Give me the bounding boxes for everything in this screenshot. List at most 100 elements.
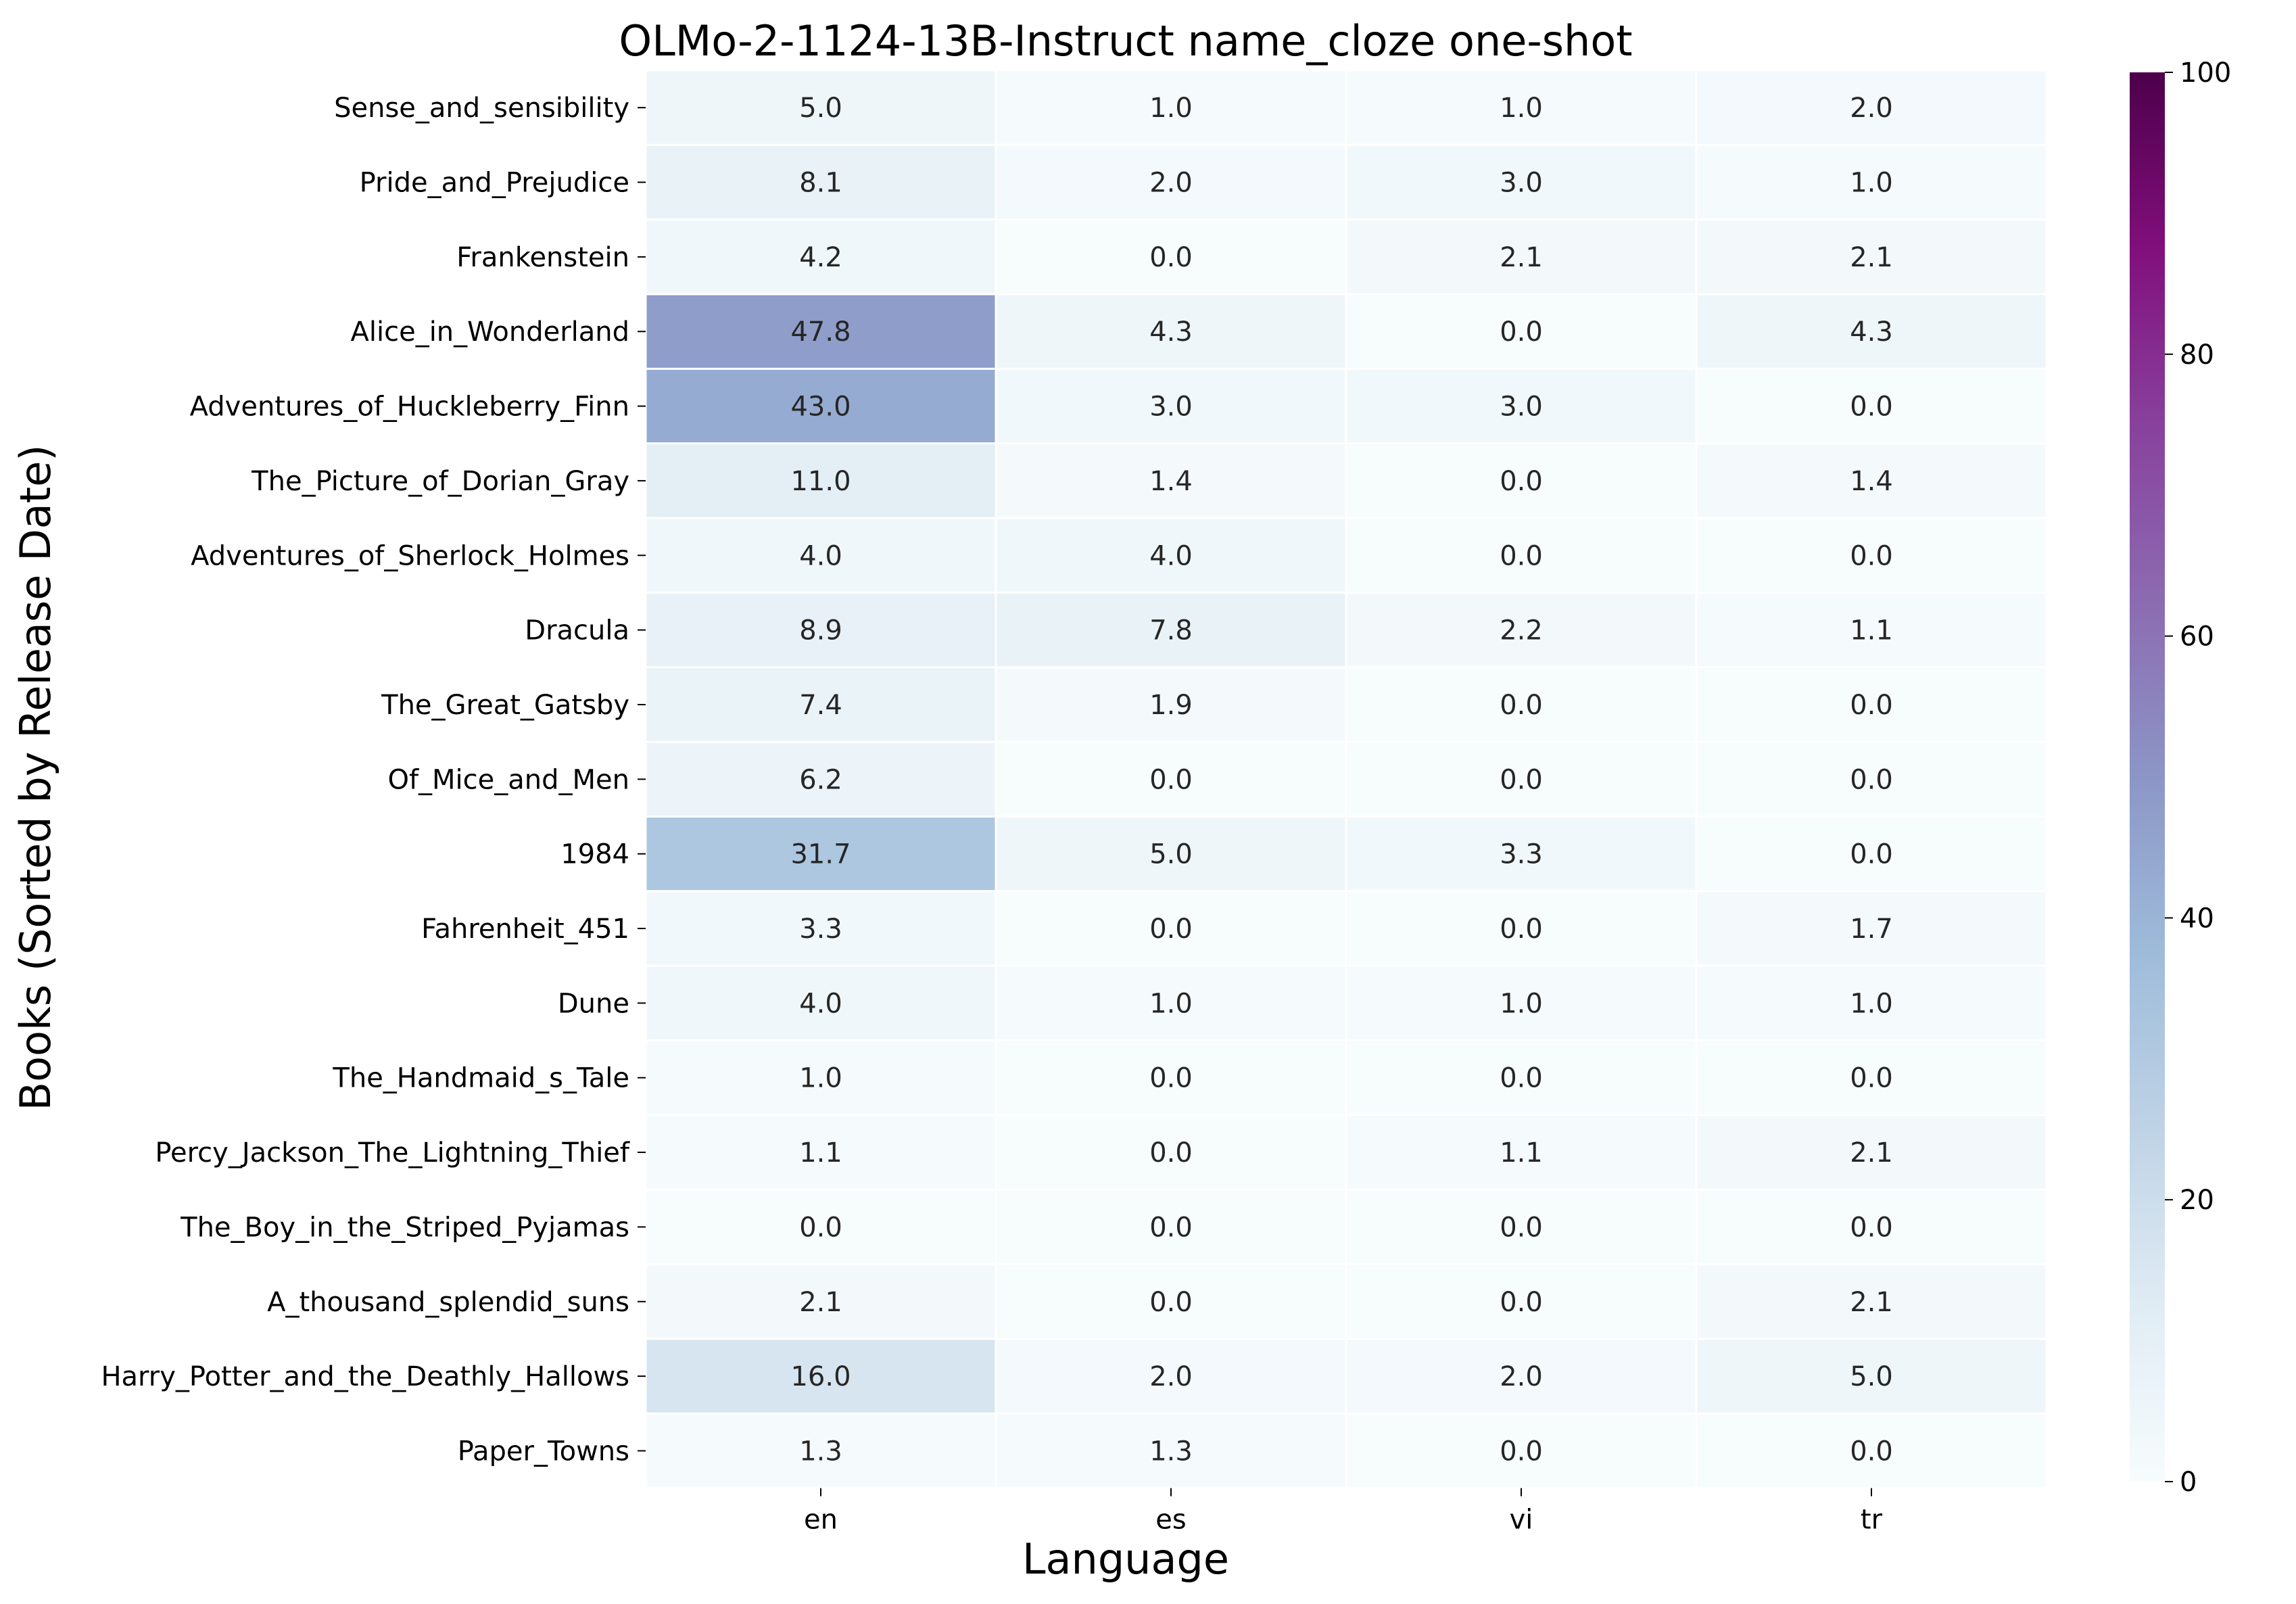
heatmap-cell xyxy=(995,816,1347,893)
heatmap-cell xyxy=(1695,1412,2048,1490)
heatmap-cell xyxy=(1345,517,1698,594)
cell-value-label: 0.0 xyxy=(1500,540,1543,571)
heatmap-cell xyxy=(1695,293,2048,370)
y-tick-label: Adventures_of_Huckleberry_Finn xyxy=(190,392,629,423)
cell-value-label: 3.0 xyxy=(1500,392,1543,423)
heatmap-cell xyxy=(1695,1188,2048,1266)
y-axis-ticks: Sense_and_sensibility Pride_and_Prejudice… xyxy=(101,93,646,1467)
heatmap-cell xyxy=(1695,666,2048,743)
heatmap-cells: 5.0 1.0 1.0 2.0 8.1 2.0 3.0 1.0 4.2 0.0 2.1 2.1 47.8… xyxy=(644,69,2048,1490)
cell-value-label: 1.4 xyxy=(1149,466,1193,497)
heatmap-cell xyxy=(1695,69,2048,146)
y-tick-label: Frankenstein xyxy=(456,242,629,273)
cell-value-label: 0.0 xyxy=(1500,316,1543,348)
cell-value-label: 0.0 xyxy=(1149,1212,1193,1243)
cell-value-label: 0.0 xyxy=(1850,1436,1893,1467)
heatmap-cell xyxy=(1345,964,1698,1042)
cell-value-label: 3.0 xyxy=(1500,168,1543,199)
cell-value-label: 4.2 xyxy=(799,242,842,273)
heatmap-cell xyxy=(644,69,997,146)
y-tick-label: Adventures_of_Sherlock_Holmes xyxy=(191,540,629,571)
heatmap-cell xyxy=(1695,517,2048,594)
cell-value-label: 5.0 xyxy=(1850,1361,1893,1392)
cell-value-label: 1.1 xyxy=(1500,1137,1543,1169)
colorbar-tick-label: 80 xyxy=(2180,339,2214,371)
cell-value-label: 0.0 xyxy=(1850,540,1893,571)
y-tick-label: Percy_Jackson_The_Lightning_Thief xyxy=(155,1137,630,1169)
cell-value-label: 2.1 xyxy=(799,1287,842,1318)
y-tick-label: The_Boy_in_the_Striped_Pyjamas xyxy=(180,1212,629,1243)
cell-value-label: 4.0 xyxy=(799,988,842,1019)
cell-value-label: 2.0 xyxy=(1149,1361,1193,1392)
heatmap-cell xyxy=(995,442,1347,519)
cell-value-label: 1.0 xyxy=(1500,988,1543,1019)
cell-value-label: 1.4 xyxy=(1850,466,1893,497)
heatmap-cell xyxy=(1345,591,1698,669)
cell-value-label: 1.9 xyxy=(1149,690,1193,721)
y-tick-label: A_thousand_splendid_suns xyxy=(267,1287,629,1318)
cell-value-label: 0.0 xyxy=(1149,1063,1193,1094)
cell-value-label: 8.9 xyxy=(799,615,842,646)
heatmap-cell xyxy=(1695,1338,2048,1415)
heatmap-cell xyxy=(1345,740,1698,818)
colorbar-tick-label: 100 xyxy=(2180,57,2231,89)
y-tick-label: The_Handmaid_s_Tale xyxy=(332,1063,629,1094)
cell-value-label: 0.0 xyxy=(1500,1063,1543,1094)
colorbar-tick-label: 20 xyxy=(2180,1185,2214,1216)
colorbar-tick-label: 60 xyxy=(2180,621,2214,653)
y-tick-label: Pride_and_Prejudice xyxy=(360,168,629,199)
cell-value-label: 1.3 xyxy=(1149,1436,1193,1467)
cell-value-label: 0.0 xyxy=(1500,1436,1543,1467)
heatmap-cell xyxy=(1345,1263,1698,1340)
heatmap-cell xyxy=(995,293,1347,370)
heatmap-cell xyxy=(1345,1412,1698,1490)
cell-value-label: 3.3 xyxy=(1500,839,1543,870)
heatmap-cell xyxy=(995,1039,1347,1116)
y-tick-label: The_Picture_of_Dorian_Gray xyxy=(251,466,629,497)
cell-value-label: 1.7 xyxy=(1850,914,1893,945)
heatmap-cell xyxy=(995,890,1347,967)
cell-value-label: 1.0 xyxy=(1500,93,1543,124)
heatmap-cell xyxy=(1345,442,1698,519)
cell-value-label: 1.0 xyxy=(1149,988,1193,1019)
heatmap-cell xyxy=(995,1412,1347,1490)
heatmap-cell xyxy=(1695,367,2048,445)
cell-value-label: 1.0 xyxy=(1850,168,1893,199)
cell-value-label: 0.0 xyxy=(1149,1137,1193,1169)
cell-value-label: 2.0 xyxy=(1850,93,1893,124)
colorbar: 0 20 40 60 80 100 xyxy=(2130,57,2231,1498)
y-tick-label: Alice_in_Wonderland xyxy=(351,316,630,348)
y-tick-label: Paper_Towns xyxy=(458,1436,629,1467)
y-tick-label: Fahrenheit_451 xyxy=(421,914,629,945)
cell-value-label: 0.0 xyxy=(1500,764,1543,795)
heatmap-cell xyxy=(644,890,997,967)
cell-value-label: 0.0 xyxy=(799,1212,842,1243)
heatmap-cell xyxy=(995,367,1347,445)
cell-value-label: 8.1 xyxy=(799,168,842,199)
heatmap-cell xyxy=(1345,816,1698,893)
y-tick-label: Sense_and_sensibility xyxy=(334,93,629,124)
y-axis-label: Books (Sorted by Release Date) xyxy=(11,445,60,1111)
y-tick-label: Dracula xyxy=(525,615,629,646)
cell-value-label: 2.2 xyxy=(1500,615,1543,646)
heatmap-cell xyxy=(1695,442,2048,519)
cell-value-label: 0.0 xyxy=(1149,242,1193,273)
y-tick-label: Of_Mice_and_Men xyxy=(387,764,629,795)
heatmap-cell xyxy=(644,1188,997,1266)
cell-value-label: 0.0 xyxy=(1149,914,1193,945)
cell-value-label: 4.3 xyxy=(1850,316,1893,348)
cell-value-label: 11.0 xyxy=(790,466,851,497)
cell-value-label: 0.0 xyxy=(1149,1287,1193,1318)
cell-value-label: 3.0 xyxy=(1149,392,1193,423)
cell-value-label: 2.1 xyxy=(1850,1287,1893,1318)
heatmap-cell xyxy=(644,517,997,594)
colorbar-ticks: 0 20 40 60 80 100 xyxy=(2165,57,2231,1498)
heatmap-cell xyxy=(995,143,1347,221)
cell-value-label: 2.1 xyxy=(1500,242,1543,273)
heatmap-cell xyxy=(1695,218,2048,296)
cell-value-label: 16.0 xyxy=(790,1361,851,1392)
cell-value-label: 1.1 xyxy=(799,1137,842,1169)
heatmap-cell xyxy=(995,69,1347,146)
colorbar-tick-label: 0 xyxy=(2180,1467,2197,1498)
cell-value-label: 3.3 xyxy=(799,914,842,945)
